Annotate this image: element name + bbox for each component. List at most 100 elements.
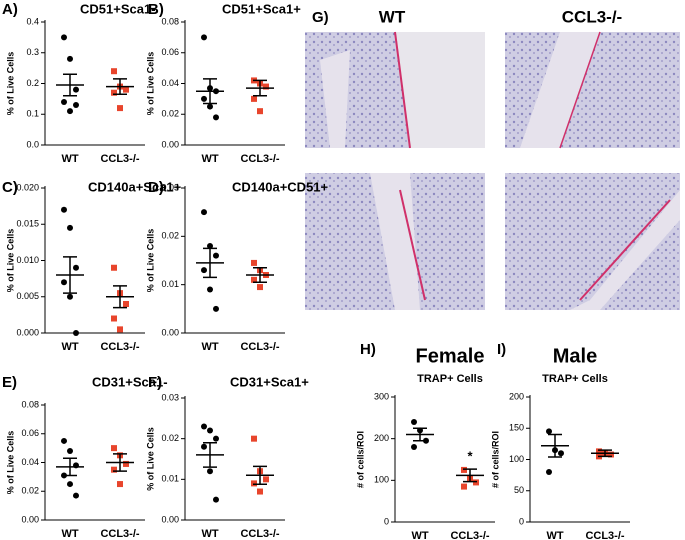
error-bar — [598, 449, 612, 458]
data-point — [207, 286, 213, 293]
y-tick-label: 0.2 — [26, 78, 39, 88]
data-point — [546, 428, 552, 435]
data-point — [111, 68, 117, 75]
data-point — [251, 95, 257, 102]
data-point — [67, 55, 73, 62]
error-bar — [113, 285, 127, 309]
bone — [370, 173, 420, 310]
y-tick-label: 0.015 — [16, 219, 39, 229]
y-tick-label: 0.08 — [21, 399, 39, 409]
y-tick-label: 0.00 — [161, 139, 179, 149]
x-tick-label: WT — [201, 528, 218, 540]
x-tick-label: WT — [201, 153, 218, 165]
data-point — [117, 326, 123, 333]
data-point — [73, 86, 79, 93]
data-point — [213, 252, 219, 259]
y-axis-title: % of Live Cells — [5, 229, 15, 293]
error-bar — [548, 433, 562, 458]
y-tick-label: 100 — [509, 454, 524, 464]
y-tick-label: 0.02 — [161, 109, 179, 119]
x-tick-label: CCL3-/- — [100, 341, 139, 353]
data-point — [73, 264, 79, 271]
chart-subtitle: TRAP+ Cells — [542, 373, 608, 385]
panel-label: C) — [2, 179, 18, 196]
error-bar — [413, 427, 427, 442]
y-axis-title: # of cells/ROI — [490, 431, 500, 488]
data-point — [257, 488, 263, 495]
y-tick-label: 0.02 — [21, 486, 39, 496]
y-tick-label: 0.03 — [161, 182, 179, 192]
y-tick-label: 0.06 — [21, 428, 39, 438]
data-point — [67, 293, 73, 300]
error-bar — [63, 73, 77, 97]
data-point — [61, 206, 67, 213]
data-point — [111, 264, 117, 271]
chart-title: CD31+Sca1- — [92, 374, 168, 389]
data-point — [73, 492, 79, 499]
chart-title: CD51+Sca1- — [80, 1, 156, 16]
data-point — [61, 279, 67, 286]
error-bar — [463, 468, 477, 483]
data-point — [207, 427, 213, 434]
y-tick-label: 50 — [514, 485, 524, 495]
panel-label: G) — [312, 9, 329, 26]
y-tick-label: 0.4 — [26, 16, 39, 26]
data-point — [473, 479, 479, 486]
y-tick-label: 0.005 — [16, 291, 39, 301]
panel-label: E) — [2, 374, 17, 391]
data-point — [257, 108, 263, 115]
panel-label: B) — [148, 1, 164, 18]
panel-label: I) — [497, 341, 506, 358]
chart-title: CD140a+Sca1+ — [88, 179, 182, 194]
data-point — [111, 89, 117, 96]
error-bar — [113, 78, 127, 96]
x-tick-label: WT — [201, 341, 218, 353]
bone — [520, 32, 600, 148]
data-point — [213, 114, 219, 121]
panel-label: D) — [148, 179, 164, 196]
y-tick-label: 0.06 — [161, 47, 179, 57]
data-point — [213, 305, 219, 312]
column-title: WT — [379, 7, 406, 26]
data-point — [596, 448, 602, 455]
data-point — [67, 448, 73, 454]
chart-subtitle: TRAP+ Cells — [417, 373, 483, 385]
data-point — [61, 34, 67, 41]
column-title: CCL3-/- — [562, 7, 622, 26]
data-point — [111, 466, 117, 473]
y-tick-label: 150 — [509, 423, 524, 433]
error-bar — [203, 441, 217, 468]
data-point — [546, 469, 552, 475]
y-tick-label: 0.020 — [16, 182, 39, 192]
chart-title: CD51+Sca1+ — [222, 1, 301, 16]
data-point — [411, 419, 417, 425]
data-point — [213, 496, 219, 503]
data-point — [201, 209, 207, 216]
y-axis-title: % of Live Cells — [5, 52, 15, 116]
y-tick-label: 0.04 — [161, 78, 179, 88]
data-point — [251, 480, 257, 487]
y-tick-label: 0.08 — [161, 16, 179, 26]
y-tick-label: 0.02 — [161, 433, 179, 443]
y-axis-title: # of cells/ROI — [355, 431, 365, 488]
error-bar — [253, 465, 267, 485]
bone — [320, 50, 350, 148]
y-tick-label: 0.00 — [21, 514, 39, 524]
y-axis-title: % of Live Cells — [145, 52, 155, 116]
x-tick-label: WT — [61, 153, 78, 165]
error-bar — [63, 256, 77, 294]
trap-stain — [559, 31, 601, 149]
data-point — [201, 443, 207, 450]
data-point — [461, 483, 467, 490]
y-tick-label: 0 — [519, 516, 524, 526]
y-tick-label: 0.01 — [161, 474, 179, 484]
panel-label: A) — [2, 1, 18, 18]
x-tick-label: CCL3-/- — [240, 153, 279, 165]
data-point — [251, 435, 257, 442]
x-tick-label: CCL3-/- — [240, 341, 279, 353]
x-tick-label: WT — [411, 530, 428, 540]
x-tick-label: CCL3-/- — [585, 530, 624, 540]
chart-title: Male — [553, 345, 597, 367]
y-tick-label: 100 — [374, 475, 389, 485]
